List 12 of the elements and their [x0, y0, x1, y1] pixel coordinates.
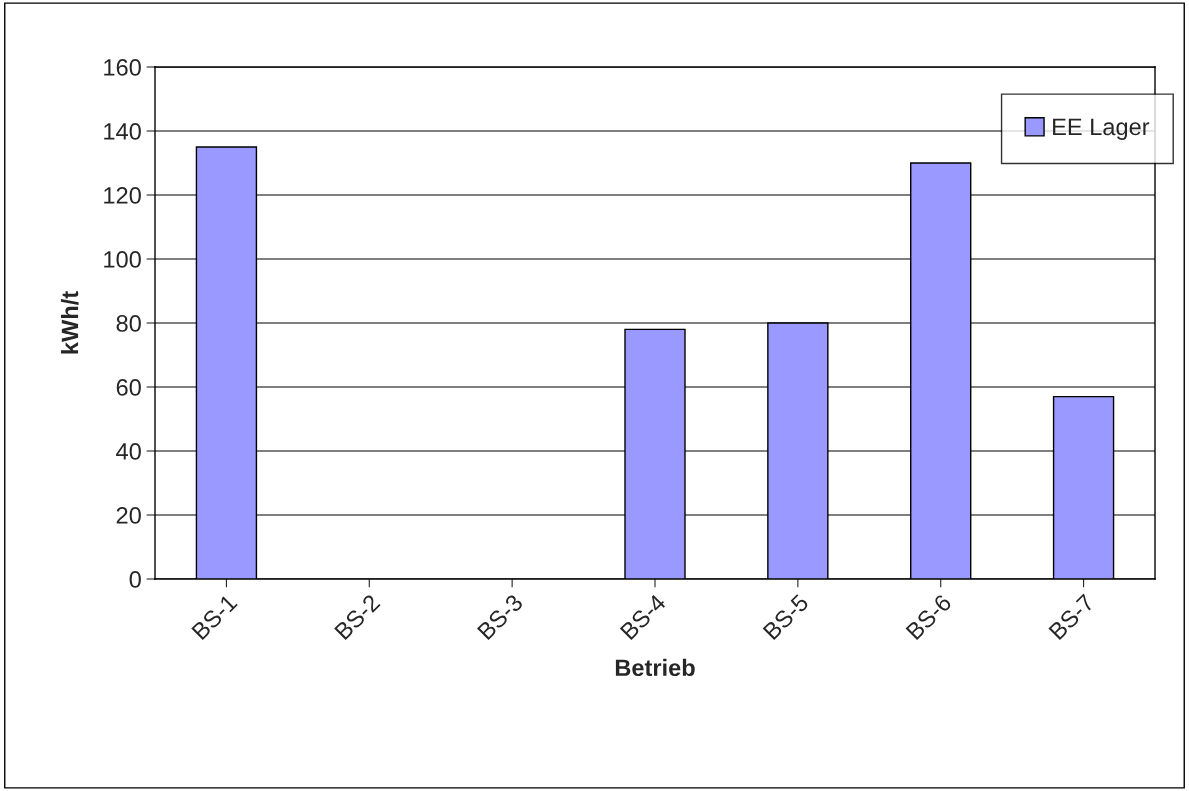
- y-tick-label: 80: [116, 315, 141, 332]
- y-tick-label: 60: [116, 379, 141, 396]
- legend-label: EE Lager: [1053, 118, 1150, 140]
- y-axis-title: kWh/t: [60, 291, 79, 354]
- y-tick-label: 140: [104, 123, 141, 140]
- y-tick-label: 120: [104, 187, 141, 204]
- y-tick-label: 0: [129, 571, 141, 588]
- y-tick-label: 100: [104, 251, 141, 268]
- y-tick-label: 40: [116, 443, 141, 460]
- y-tick-label: 160: [104, 59, 141, 76]
- y-tick-label: 20: [116, 507, 141, 524]
- x-axis-title: Betrieb: [615, 658, 695, 677]
